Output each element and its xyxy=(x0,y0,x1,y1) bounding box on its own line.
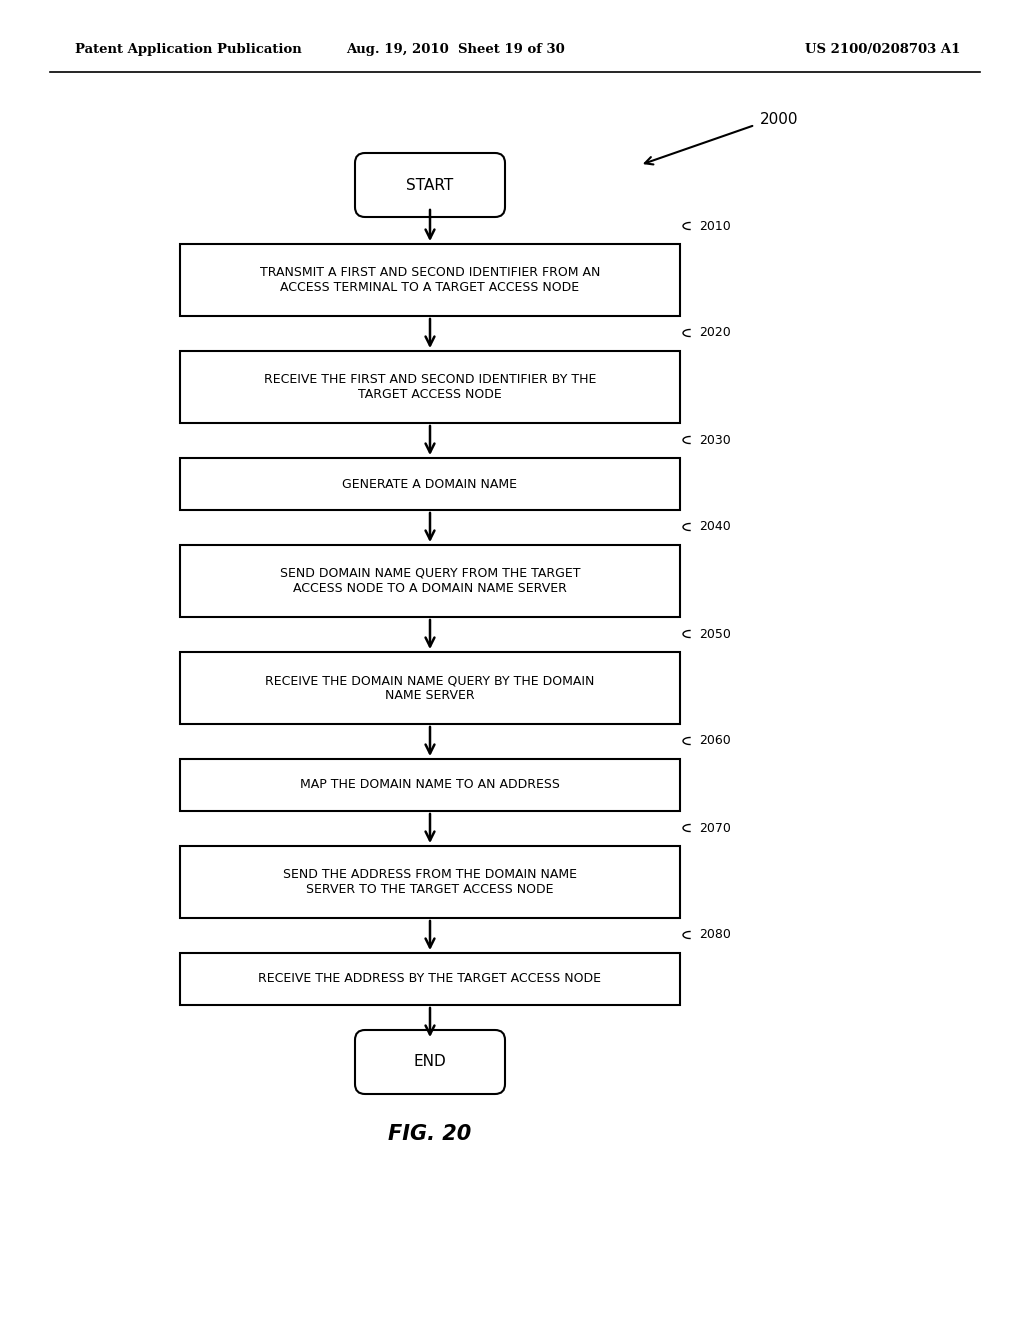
Text: 2040: 2040 xyxy=(699,520,731,533)
Text: Aug. 19, 2010  Sheet 19 of 30: Aug. 19, 2010 Sheet 19 of 30 xyxy=(346,44,564,57)
Text: FIG. 20: FIG. 20 xyxy=(388,1125,472,1144)
Text: 2030: 2030 xyxy=(699,433,731,446)
Bar xyxy=(180,759,680,810)
Text: GENERATE A DOMAIN NAME: GENERATE A DOMAIN NAME xyxy=(342,478,517,491)
Bar xyxy=(180,545,680,616)
Text: 2010: 2010 xyxy=(699,219,731,232)
Bar xyxy=(180,953,680,1005)
Text: Patent Application Publication: Patent Application Publication xyxy=(75,44,302,57)
Bar xyxy=(180,458,680,510)
Text: RECEIVE THE DOMAIN NAME QUERY BY THE DOMAIN
NAME SERVER: RECEIVE THE DOMAIN NAME QUERY BY THE DOM… xyxy=(265,675,595,702)
Text: 2070: 2070 xyxy=(699,821,731,834)
Text: START: START xyxy=(407,177,454,193)
Text: 2000: 2000 xyxy=(760,112,799,128)
Text: TRANSMIT A FIRST AND SECOND IDENTIFIER FROM AN
ACCESS TERMINAL TO A TARGET ACCES: TRANSMIT A FIRST AND SECOND IDENTIFIER F… xyxy=(260,267,600,294)
Text: SEND DOMAIN NAME QUERY FROM THE TARGET
ACCESS NODE TO A DOMAIN NAME SERVER: SEND DOMAIN NAME QUERY FROM THE TARGET A… xyxy=(280,568,581,595)
Bar xyxy=(180,351,680,422)
Text: RECEIVE THE ADDRESS BY THE TARGET ACCESS NODE: RECEIVE THE ADDRESS BY THE TARGET ACCESS… xyxy=(258,973,601,986)
Bar xyxy=(180,652,680,723)
Text: SEND THE ADDRESS FROM THE DOMAIN NAME
SERVER TO THE TARGET ACCESS NODE: SEND THE ADDRESS FROM THE DOMAIN NAME SE… xyxy=(283,869,577,896)
Text: END: END xyxy=(414,1055,446,1069)
Text: 2080: 2080 xyxy=(699,928,731,941)
Text: 2050: 2050 xyxy=(699,627,731,640)
Text: MAP THE DOMAIN NAME TO AN ADDRESS: MAP THE DOMAIN NAME TO AN ADDRESS xyxy=(300,779,560,792)
Text: US 2100/0208703 A1: US 2100/0208703 A1 xyxy=(805,44,961,57)
Bar xyxy=(180,846,680,917)
FancyBboxPatch shape xyxy=(355,153,505,216)
FancyBboxPatch shape xyxy=(355,1030,505,1094)
Text: 2020: 2020 xyxy=(699,326,731,339)
Text: 2060: 2060 xyxy=(699,734,731,747)
Text: RECEIVE THE FIRST AND SECOND IDENTIFIER BY THE
TARGET ACCESS NODE: RECEIVE THE FIRST AND SECOND IDENTIFIER … xyxy=(264,374,596,401)
Bar xyxy=(180,244,680,315)
